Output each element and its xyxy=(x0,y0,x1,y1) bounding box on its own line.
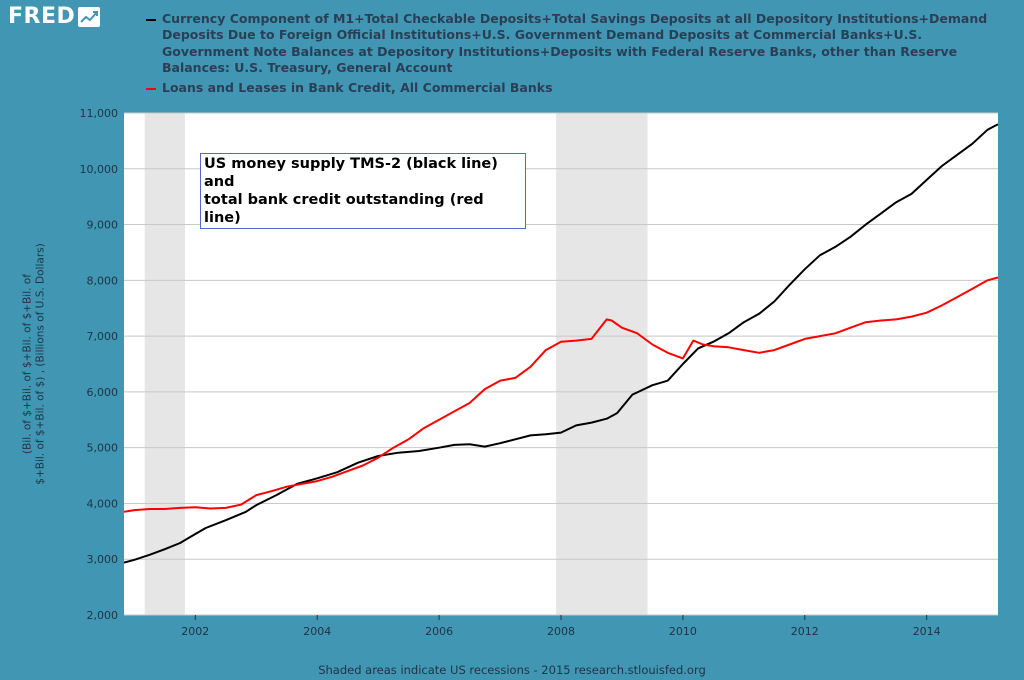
legend-item-bank-credit[interactable]: Loans and Leases in Bank Credit, All Com… xyxy=(146,80,1006,96)
y-tick-label: 7,000 xyxy=(87,330,119,343)
x-tick-label: 2012 xyxy=(791,625,819,638)
y-axis-ticks: 2,000 3,000 4,000 5,000 6,000 7,000 8,000 9,000… xyxy=(80,107,119,622)
y-tick-label: 8,000 xyxy=(87,274,119,287)
y-tick-label: 11,000 xyxy=(80,107,119,120)
y-axis-label: (Bil. of $+Bil. of $+Bil. of $+Bil. of $… xyxy=(5,111,65,617)
y-tick-label: 5,000 xyxy=(87,442,119,455)
y-tick-label: 9,000 xyxy=(87,219,119,232)
series-line-bank-credit[interactable] xyxy=(123,276,999,513)
x-tick-label: 2004 xyxy=(303,625,331,638)
y-axis-label-line1: (Bil. of $+Bil. of $+Bil. of $+Bil. of xyxy=(22,274,34,454)
series-line-tms2[interactable] xyxy=(123,123,999,564)
x-tick-label: 2014 xyxy=(913,625,941,638)
legend-label-bank-credit: Loans and Leases in Bank Credit, All Com… xyxy=(162,79,553,95)
legend-swatch-tms2 xyxy=(146,19,156,21)
recession-band-1 xyxy=(144,113,185,615)
x-tick-label: 2010 xyxy=(669,625,697,638)
y-tick-label: 4,000 xyxy=(87,497,119,510)
y-tick-label: 6,000 xyxy=(87,386,119,399)
legend-item-tms2[interactable]: Currency Component of M1+Total Checkable… xyxy=(146,11,1006,77)
x-tick-label: 2006 xyxy=(425,625,453,638)
chart-annotation: US money supply TMS-2 (black line) and t… xyxy=(200,153,526,229)
recession-shades xyxy=(144,113,648,615)
legend-label-tms2: Currency Component of M1+Total Checkable… xyxy=(162,11,988,76)
y-tick-label: 10,000 xyxy=(80,163,119,176)
x-tick-label: 2008 xyxy=(547,625,575,638)
y-axis-label-line2: $+Bil. of $+Bil. of $) , (Billions of U.… xyxy=(35,243,47,485)
y-tick-label: 2,000 xyxy=(87,609,119,622)
chart-logo-icon xyxy=(78,6,101,27)
legend-swatch-bank-credit xyxy=(146,87,156,90)
annotation-line2: total bank credit outstanding (red line) xyxy=(204,192,484,226)
series-lines xyxy=(123,123,999,564)
gridlines xyxy=(124,112,998,616)
recession-band-2 xyxy=(556,113,648,615)
footer-note: Shaded areas indicate US recessions - 20… xyxy=(318,663,706,677)
annotation-line1: US money supply TMS-2 (black line) and xyxy=(204,156,498,190)
logo-text: FRED xyxy=(8,4,76,29)
fred-logo[interactable]: FRED xyxy=(8,4,101,29)
x-tick-label: 2002 xyxy=(181,625,209,638)
x-axis-ticks: 2002 2004 2006 2008 2010 2012 2014 xyxy=(181,615,941,638)
y-tick-label: 3,000 xyxy=(87,553,119,566)
chart-legend: Currency Component of M1+Total Checkable… xyxy=(146,11,1006,99)
